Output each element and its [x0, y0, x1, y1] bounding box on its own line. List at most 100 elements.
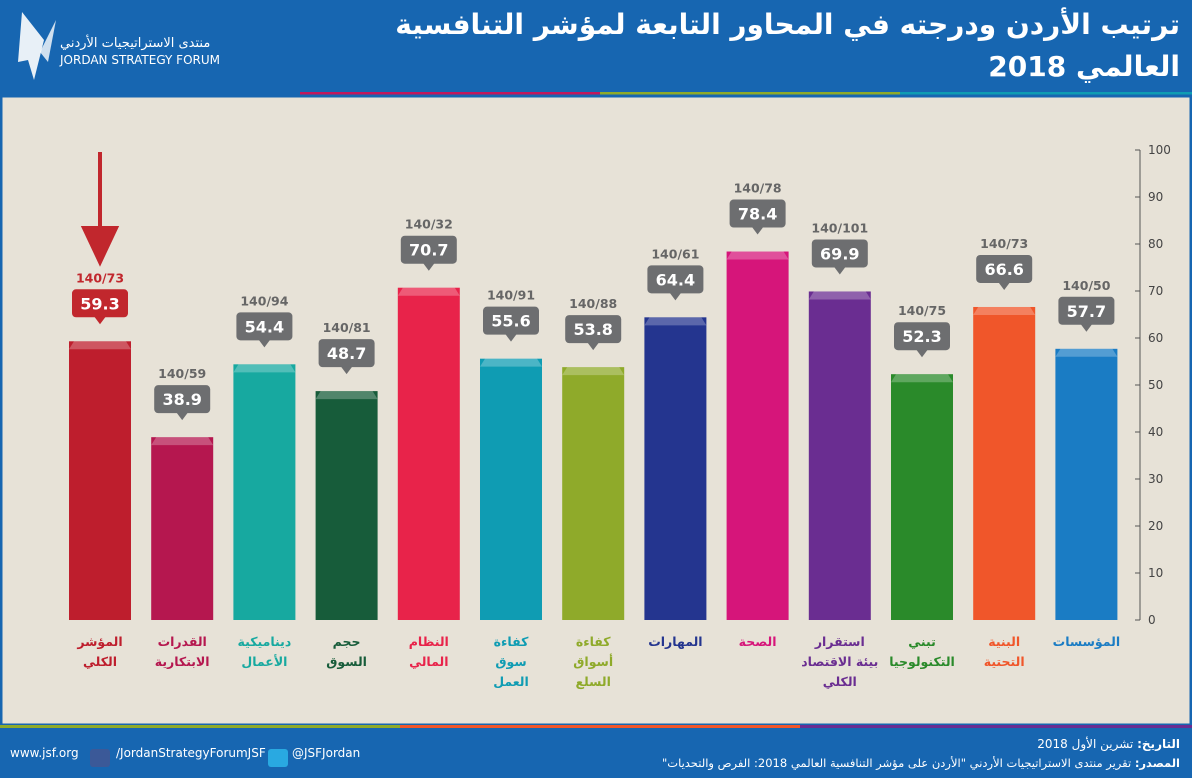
rank-label: 140/73	[76, 270, 124, 285]
bar-cap	[891, 374, 953, 383]
x-tick-label: المؤشر الكلي	[77, 634, 123, 669]
header-strip	[600, 92, 900, 96]
value-pointer	[176, 412, 189, 421]
footer-band	[0, 725, 1192, 778]
value-label: 66.6	[984, 260, 1023, 279]
value-box	[894, 322, 950, 351]
source: المصدر: تقرير منتدى الاستراتيجيات الأردن…	[662, 756, 1180, 770]
bar	[69, 341, 131, 620]
x-tick-label: البنية التحتية	[983, 634, 1025, 669]
date-label: التاريخ:	[1137, 737, 1180, 751]
bar-cap	[233, 364, 296, 373]
source-value: تقرير منتدى الاستراتيجيات الأردني "الأرد…	[661, 756, 1132, 770]
value-box	[729, 199, 786, 228]
twitter: @JSFJordan	[292, 746, 361, 760]
value-box	[811, 239, 868, 268]
value-pointer	[669, 292, 682, 301]
x-tick-label: النظام المالي	[408, 634, 449, 669]
rank-label: 140/59	[158, 366, 206, 381]
x-tick-label: الصحة	[738, 634, 777, 649]
rank-label: 140/94	[240, 293, 288, 308]
value-label: 38.9	[162, 390, 201, 409]
header-strip	[900, 92, 1192, 96]
value-box	[154, 385, 211, 414]
value-pointer	[916, 349, 928, 358]
bar	[644, 317, 707, 620]
rank-label: 140/88	[569, 296, 617, 311]
y-tick-label: 10	[1148, 566, 1163, 580]
value-label: 55.6	[491, 312, 530, 331]
bar	[315, 391, 378, 620]
bar-cap	[644, 317, 707, 326]
bar	[480, 358, 542, 620]
rank-label: 140/61	[651, 246, 699, 261]
value-label: 52.3	[902, 327, 941, 346]
bar-cap	[151, 437, 214, 446]
x-tick-label: حجم السوق	[326, 634, 367, 669]
bar-cap	[1055, 348, 1118, 357]
logo-text-ar: منتدى الاستراتيجيات الأردني	[60, 36, 211, 51]
value-pointer	[505, 333, 517, 342]
date-value: تشرين الأول 2018	[1037, 737, 1134, 751]
logo-text-en: JORDAN STRATEGY FORUM	[60, 53, 221, 67]
value-label: 78.4	[738, 205, 777, 224]
rank-label: 140/73	[980, 236, 1028, 251]
bar	[397, 287, 460, 620]
bar	[1055, 348, 1118, 620]
value-box	[318, 339, 375, 368]
facebook-icon	[90, 749, 110, 767]
value-label: 53.8	[573, 320, 612, 339]
date: التاريخ: تشرين الأول 2018	[1037, 737, 1180, 751]
rank-label: 140/91	[487, 288, 535, 303]
value-pointer	[751, 226, 764, 235]
bar	[233, 364, 296, 620]
value-label: 69.9	[820, 244, 859, 263]
value-box	[976, 254, 1033, 283]
value-box	[400, 235, 457, 264]
rank-label: 140/78	[734, 181, 782, 196]
bar	[726, 251, 789, 620]
value-pointer	[94, 316, 106, 325]
y-tick-label: 100	[1148, 143, 1171, 157]
rank-label: 140/81	[323, 320, 371, 335]
value-pointer	[1080, 323, 1093, 332]
x-tick-label: القدرات الابتكارية	[154, 634, 210, 669]
bar-cap	[315, 391, 378, 400]
value-pointer	[258, 339, 271, 348]
x-tick-label: كفاءة أسواق السلع	[573, 634, 614, 689]
value-box	[565, 315, 622, 344]
value-pointer	[422, 262, 435, 271]
value-box	[483, 306, 539, 335]
y-tick-label: 0	[1148, 613, 1156, 627]
bar	[973, 306, 1036, 620]
bar-cap	[726, 251, 789, 260]
value-label: 70.7	[409, 241, 448, 260]
header-band	[0, 0, 1192, 96]
value-pointer	[998, 281, 1011, 290]
value-label: 54.4	[245, 317, 284, 336]
footer-strip	[400, 725, 800, 728]
value-pointer	[340, 366, 353, 375]
header-strip	[300, 92, 600, 96]
y-tick-label: 30	[1148, 472, 1163, 486]
bar-cap	[808, 291, 871, 300]
bar-cap	[397, 287, 460, 296]
x-tick-label: المهارات	[648, 634, 703, 649]
value-pointer	[587, 342, 600, 351]
rank-label: 140/101	[811, 220, 868, 235]
value-box	[647, 265, 704, 294]
value-label: 59.3	[80, 294, 119, 313]
value-box	[236, 312, 293, 341]
bar-cap	[973, 306, 1036, 315]
rank-label: 140/32	[405, 217, 453, 232]
y-tick-label: 70	[1148, 284, 1163, 298]
source-label: المصدر:	[1134, 756, 1180, 770]
value-label: 64.4	[656, 270, 695, 289]
twitter-icon	[268, 749, 288, 767]
header-strip	[0, 92, 300, 96]
y-tick-label: 90	[1148, 190, 1163, 204]
y-tick-label: 50	[1148, 378, 1163, 392]
bar-cap	[69, 341, 131, 350]
